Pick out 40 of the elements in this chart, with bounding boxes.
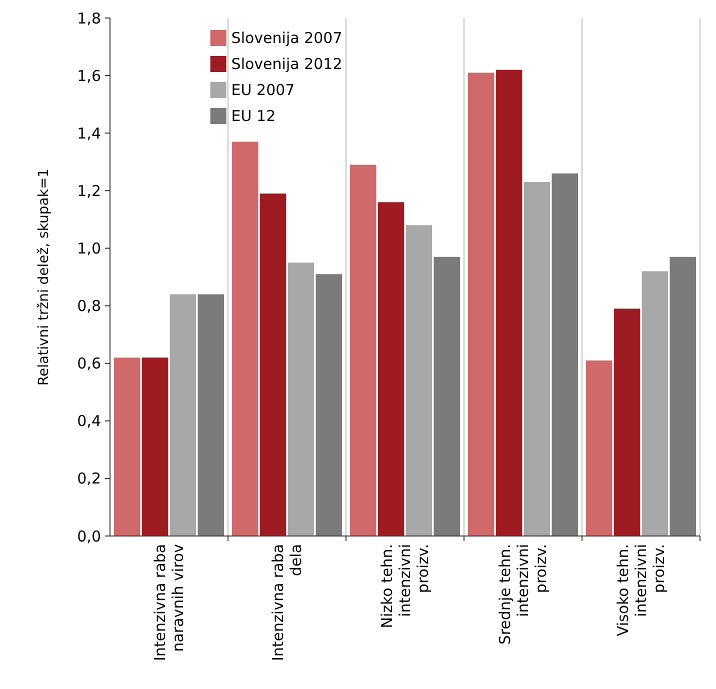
legend-label: EU 12 <box>231 107 276 125</box>
bar <box>468 72 494 536</box>
x-tick-label: Srednje tehn. intenzivni proizv. <box>496 544 550 645</box>
bar <box>232 142 258 536</box>
y-tick-label: 0,8 <box>77 297 101 316</box>
bar <box>114 358 140 536</box>
bar <box>198 294 224 536</box>
bar <box>642 271 668 536</box>
bar <box>434 256 460 536</box>
bar <box>378 202 404 536</box>
bar <box>406 225 432 536</box>
bar <box>142 358 168 536</box>
y-tick-label: 1,0 <box>77 239 101 258</box>
bar <box>316 274 342 536</box>
y-tick-label: 0,0 <box>77 527 101 546</box>
y-tick-label: 1,6 <box>77 66 101 85</box>
bar <box>552 173 578 536</box>
legend-label: Slovenija 2012 <box>231 55 342 73</box>
x-tick-label: Intenzivna raba dela <box>269 544 305 662</box>
legend-label: EU 2007 <box>231 81 295 99</box>
y-tick-label: 0,2 <box>77 470 101 488</box>
legend-label: Slovenija 2007 <box>231 29 342 47</box>
bar <box>496 70 522 536</box>
y-axis-title: Relativni tržni delež, skupak=1 <box>36 168 52 386</box>
y-tick-label: 1,4 <box>77 124 101 142</box>
bar <box>288 262 314 536</box>
bar <box>350 164 376 536</box>
y-tick-label: 0,4 <box>77 412 101 430</box>
x-tick-label: Nizko tehn. intenzivni proizv. <box>378 544 432 628</box>
x-tick-label: Visoko tehn. intenzivni proizv. <box>614 544 668 636</box>
y-tick-label: 1,8 <box>77 9 101 28</box>
bar <box>586 360 612 536</box>
y-tick-label: 1,2 <box>77 182 101 200</box>
bar <box>614 308 640 536</box>
bar <box>524 182 550 536</box>
bar <box>170 294 196 536</box>
bar <box>260 194 286 536</box>
x-tick-label: Intenzivna raba naravnih virov <box>151 544 187 662</box>
bar <box>670 256 696 536</box>
y-tick-label: 0,6 <box>77 354 101 373</box>
